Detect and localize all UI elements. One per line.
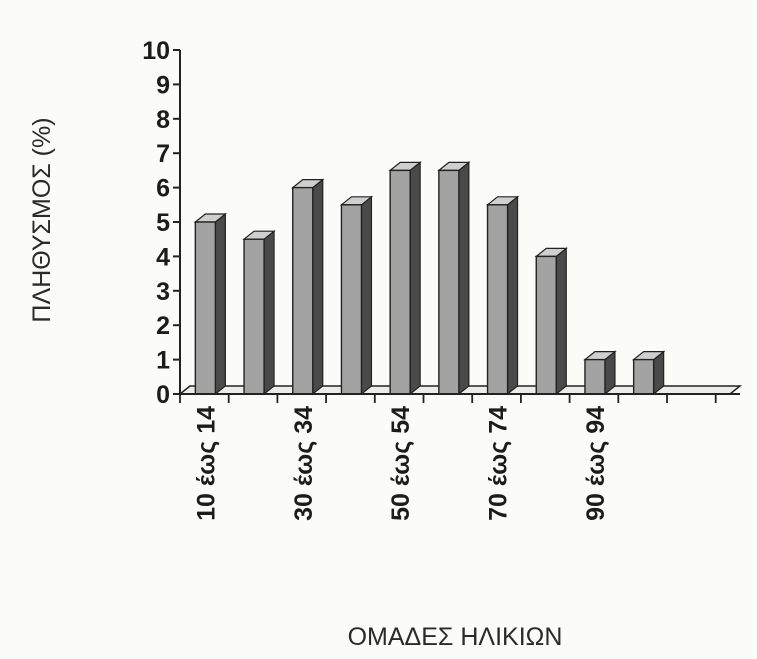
y-axis-title: ΠΛΗΘΥΣΜΟΣ (%) (28, 117, 56, 322)
bar-side (506, 195, 519, 396)
bar-80-84 (534, 247, 568, 396)
y-tick-label: 6 (156, 175, 170, 203)
bar-front (438, 169, 460, 395)
bar-50-54 (388, 161, 422, 396)
bar-side (312, 178, 324, 396)
y-tick-label: 4 (156, 243, 170, 271)
y-tick-label: 0 (156, 381, 170, 409)
y-tick-labels: 0 1 2 3 4 5 6 7 8 9 10 (142, 37, 170, 409)
x-tick-label: 90 έως 94 (582, 406, 610, 521)
bar-100-104 (631, 350, 666, 396)
bar-side (458, 161, 470, 396)
bar-front (292, 186, 314, 395)
bar-front (535, 255, 557, 395)
bar-90-94 (583, 350, 617, 396)
bar-front (584, 358, 606, 395)
y-tick-label: 9 (156, 71, 170, 99)
bar-60-64 (437, 161, 471, 396)
bar-30-34 (291, 178, 325, 396)
bar-front (194, 221, 217, 395)
x-tick-labels: 10 έως 14 30 έως 34 50 έως 54 70 έως 74 90 έ… (192, 406, 610, 521)
x-tick-label: 10 έως 14 (192, 406, 220, 521)
x-tick-label: 50 έως 54 (387, 406, 415, 521)
y-tick-label: 7 (156, 140, 170, 168)
bar-side (360, 195, 373, 396)
bar-front (486, 204, 509, 395)
bars-group (193, 161, 666, 396)
bar-side (263, 229, 275, 396)
x-axis-title: ΟΜΑΔΕΣ ΗΛΙΚΙΩΝ (348, 623, 563, 651)
bar-side (409, 161, 421, 396)
bar-70-74 (485, 195, 520, 396)
y-tick-label: 10 (142, 37, 170, 65)
bar-front (632, 358, 655, 395)
bar-side (214, 212, 226, 396)
bar-20-24 (242, 229, 276, 396)
bar-front (389, 169, 411, 395)
y-tick-label: 8 (156, 106, 170, 134)
y-tick-label: 5 (156, 209, 170, 237)
x-tick-label: 70 έως 74 (485, 406, 513, 521)
bar-front (340, 204, 363, 395)
bar-40-44 (339, 195, 374, 396)
y-tick-label: 3 (156, 278, 170, 306)
bar-front (243, 238, 265, 395)
y-tick-label: 2 (156, 312, 170, 340)
bar-10-14 (193, 212, 228, 396)
axes-group (173, 49, 740, 403)
bar-side (555, 247, 567, 396)
x-tick-label: 30 έως 34 (290, 406, 318, 521)
y-tick-label: 1 (156, 347, 170, 375)
